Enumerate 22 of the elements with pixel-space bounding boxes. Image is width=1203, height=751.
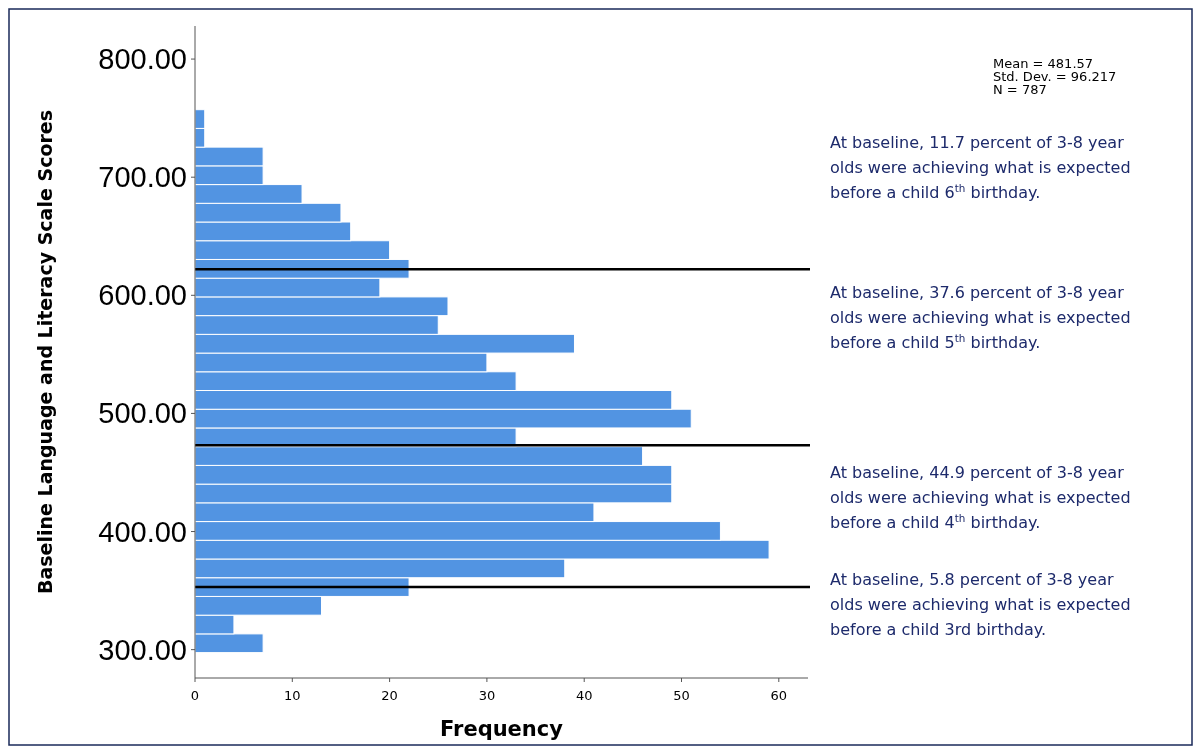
y-tick-label: 600.00 xyxy=(98,279,187,312)
y-tick-label: 300.00 xyxy=(98,633,187,666)
y-tick-label: 800.00 xyxy=(98,43,187,76)
text: Std. Dev. = 96.217 xyxy=(993,69,1117,84)
x-tick-label: 40 xyxy=(575,688,593,703)
text: At baseline, 5.8 percent of 3-8 year olds were achieving what is expected before a child 3rd birthday. xyxy=(830,570,1131,639)
y-axis-title: Baseline Language and Literacy Scale Scores xyxy=(34,109,56,595)
x-tick-label: 20 xyxy=(381,688,398,703)
text: N = 787 xyxy=(993,82,1047,97)
x-tick-label: 50 xyxy=(673,688,690,703)
x-tick-label: 0 xyxy=(190,688,200,703)
text: At baseline, 44.9 percent of 3-8 year olds were achieving what is expected before a child 4$^{th}$ birthday. xyxy=(830,463,1131,532)
y-tick-label: 500.00 xyxy=(98,397,187,430)
x-tick-label: 10 xyxy=(284,688,301,703)
text: Mean = 481.57 xyxy=(993,56,1094,71)
y-tick-label: 400.00 xyxy=(98,515,187,548)
x-axis-title: Frequency xyxy=(440,717,564,741)
x-tick-label: 60 xyxy=(770,688,788,703)
y-tick-label: 700.00 xyxy=(98,161,187,194)
text: At baseline, 11.7 percent of 3-8 year olds were achieving what is expected before a child 6$^{th}$ birthday. xyxy=(830,133,1131,202)
x-tick-label: 30 xyxy=(478,688,496,703)
text: At baseline, 37.6 percent of 3-8 year olds were achieving what is expected before a child 5$^{th}$ birthday. xyxy=(830,283,1131,352)
